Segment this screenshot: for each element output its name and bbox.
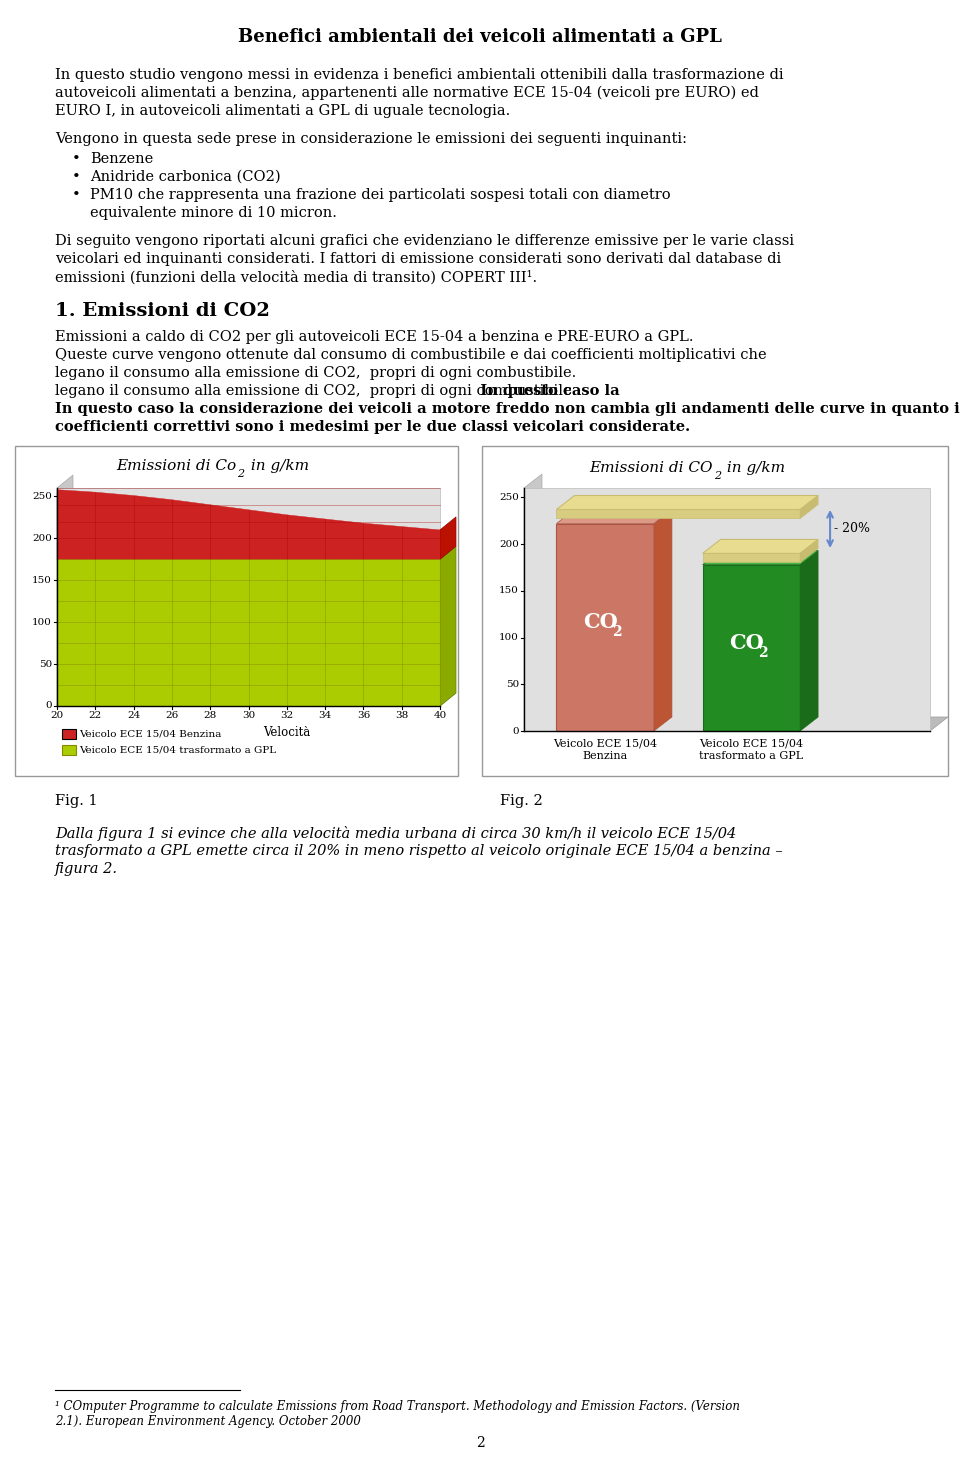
Bar bbox=[557, 523, 654, 732]
Polygon shape bbox=[800, 551, 818, 732]
Text: 0: 0 bbox=[45, 702, 52, 711]
Text: 1. Emissioni di CO2: 1. Emissioni di CO2 bbox=[55, 302, 270, 320]
Text: Veicolo ECE 15/04: Veicolo ECE 15/04 bbox=[699, 739, 804, 749]
Polygon shape bbox=[557, 510, 672, 523]
Text: Di seguito vengono riportati alcuni grafici che evidenziano le differenze emissi: Di seguito vengono riportati alcuni graf… bbox=[55, 235, 794, 248]
Text: 28: 28 bbox=[204, 711, 217, 720]
Text: Dalla figura 1 si evince che alla velocità media urbana di circa 30 km/h il veic: Dalla figura 1 si evince che alla veloci… bbox=[55, 825, 736, 841]
Text: •: • bbox=[72, 170, 81, 185]
Text: 100: 100 bbox=[499, 633, 519, 642]
Text: 40: 40 bbox=[433, 711, 446, 720]
Text: 34: 34 bbox=[319, 711, 332, 720]
Text: Benzene: Benzene bbox=[90, 152, 154, 166]
Polygon shape bbox=[800, 496, 818, 519]
Text: 2: 2 bbox=[237, 469, 245, 479]
Text: 250: 250 bbox=[32, 493, 52, 501]
Text: Benefici ambientali dei veicoli alimentati a GPL: Benefici ambientali dei veicoli alimenta… bbox=[238, 28, 722, 45]
Text: in g/km: in g/km bbox=[722, 460, 785, 475]
Text: trasformato a GPL: trasformato a GPL bbox=[699, 751, 804, 761]
Text: 22: 22 bbox=[88, 711, 102, 720]
Text: Fig. 2: Fig. 2 bbox=[500, 795, 542, 808]
Text: Queste curve vengono ottenute dal consumo di combustibile e dai coefficienti mol: Queste curve vengono ottenute dal consum… bbox=[55, 347, 767, 362]
Polygon shape bbox=[57, 490, 440, 559]
Text: trasformato a GPL emette circa il 20% in meno rispetto al veicolo originale ECE : trasformato a GPL emette circa il 20% in… bbox=[55, 844, 782, 858]
Polygon shape bbox=[800, 539, 818, 563]
Text: In questo caso la considerazione dei veicoli a motore freddo non cambia gli anda: In questo caso la considerazione dei vei… bbox=[55, 402, 960, 416]
Text: 32: 32 bbox=[280, 711, 294, 720]
Text: CO: CO bbox=[729, 633, 764, 652]
Text: 200: 200 bbox=[499, 539, 519, 548]
Text: Emissioni a caldo di CO2 per gli autoveicoli ECE 15-04 a benzina e PRE-EURO a GP: Emissioni a caldo di CO2 per gli autovei… bbox=[55, 330, 693, 345]
Text: figura 2.: figura 2. bbox=[55, 862, 118, 877]
Text: •: • bbox=[72, 188, 81, 202]
Text: 38: 38 bbox=[396, 711, 408, 720]
Text: veicolari ed inquinanti considerati. I fattori di emissione considerati sono der: veicolari ed inquinanti considerati. I f… bbox=[55, 252, 781, 265]
Bar bbox=[57, 488, 440, 707]
Text: 2: 2 bbox=[714, 471, 721, 481]
Text: 250: 250 bbox=[499, 493, 519, 501]
Bar bbox=[703, 554, 800, 563]
Text: Veicolo ECE 15/04: Veicolo ECE 15/04 bbox=[553, 739, 658, 749]
Text: Emissioni di CO: Emissioni di CO bbox=[589, 460, 713, 475]
Text: 150: 150 bbox=[32, 576, 52, 585]
Text: 2: 2 bbox=[475, 1437, 485, 1450]
Bar bbox=[482, 446, 948, 776]
Text: 200: 200 bbox=[32, 534, 52, 542]
Polygon shape bbox=[654, 510, 672, 732]
Text: 36: 36 bbox=[357, 711, 370, 720]
Text: 30: 30 bbox=[242, 711, 255, 720]
Bar bbox=[524, 488, 930, 732]
Text: legano il consumo alla emissione di CO2,  propri di ogni combustibile.: legano il consumo alla emissione di CO2,… bbox=[55, 384, 581, 397]
Text: 24: 24 bbox=[127, 711, 140, 720]
Text: In questo studio vengono messi in evidenza i benefici ambientali ottenibili dall: In questo studio vengono messi in eviden… bbox=[55, 67, 783, 82]
Text: 20: 20 bbox=[50, 711, 63, 720]
Text: emissioni (funzioni della velocità media di transito) COPERT III¹.: emissioni (funzioni della velocità media… bbox=[55, 270, 538, 284]
Text: 100: 100 bbox=[32, 617, 52, 626]
Text: Emissioni di Co: Emissioni di Co bbox=[116, 459, 236, 474]
Polygon shape bbox=[440, 547, 456, 707]
Text: Benzina: Benzina bbox=[583, 751, 628, 761]
Polygon shape bbox=[557, 496, 818, 510]
Text: CO: CO bbox=[583, 613, 617, 632]
Text: 50: 50 bbox=[38, 660, 52, 668]
Text: Veicolo ECE 15/04 trasformato a GPL: Veicolo ECE 15/04 trasformato a GPL bbox=[79, 746, 276, 755]
Text: 2: 2 bbox=[612, 626, 622, 639]
Polygon shape bbox=[524, 474, 542, 732]
Text: equivalente minore di 10 micron.: equivalente minore di 10 micron. bbox=[90, 207, 337, 220]
Bar bbox=[703, 564, 800, 732]
Text: 26: 26 bbox=[165, 711, 179, 720]
Text: 2.1). European Environment Agency. October 2000: 2.1). European Environment Agency. Octob… bbox=[55, 1415, 361, 1428]
Text: •: • bbox=[72, 152, 81, 166]
Bar bbox=[62, 729, 76, 739]
Text: in g/km: in g/km bbox=[246, 459, 308, 474]
Polygon shape bbox=[57, 475, 73, 707]
Polygon shape bbox=[57, 693, 456, 707]
Text: 150: 150 bbox=[499, 586, 519, 595]
Text: Veicolo ECE 15/04 Benzina: Veicolo ECE 15/04 Benzina bbox=[79, 730, 222, 739]
Text: ¹ COmputer Programme to calculate Emissions from Road Transport. Methodology and: ¹ COmputer Programme to calculate Emissi… bbox=[55, 1400, 740, 1413]
Polygon shape bbox=[703, 551, 818, 564]
Text: 50: 50 bbox=[506, 680, 519, 689]
Text: PM10 che rappresenta una frazione dei particolati sospesi totali con diametro: PM10 che rappresenta una frazione dei pa… bbox=[90, 188, 671, 202]
Text: autoveicoli alimentati a benzina, appartenenti alle normative ECE 15-04 (veicoli: autoveicoli alimentati a benzina, appart… bbox=[55, 86, 758, 100]
Bar bbox=[62, 745, 76, 755]
Text: Vengono in questa sede prese in considerazione le emissioni dei seguenti inquina: Vengono in questa sede prese in consider… bbox=[55, 132, 687, 147]
Text: In questo caso la: In questo caso la bbox=[55, 384, 619, 397]
Polygon shape bbox=[703, 539, 818, 554]
Polygon shape bbox=[57, 559, 440, 707]
Text: - 20%: - 20% bbox=[834, 522, 870, 535]
Text: coefficienti correttivi sono i medesimi per le due classi veicolari considerate.: coefficienti correttivi sono i medesimi … bbox=[55, 419, 690, 434]
Polygon shape bbox=[440, 517, 456, 559]
Polygon shape bbox=[524, 717, 948, 732]
Text: Velocità: Velocità bbox=[263, 726, 310, 739]
Bar bbox=[557, 510, 800, 519]
Text: Anidride carbonica (CO2): Anidride carbonica (CO2) bbox=[90, 170, 280, 185]
Text: legano il consumo alla emissione di CO2,  propri di ogni combustibile.: legano il consumo alla emissione di CO2,… bbox=[55, 366, 576, 380]
Text: EURO I, in autoveicoli alimentati a GPL di uguale tecnologia.: EURO I, in autoveicoli alimentati a GPL … bbox=[55, 104, 511, 117]
Text: 2: 2 bbox=[758, 647, 768, 660]
Text: Fig. 1: Fig. 1 bbox=[55, 795, 98, 808]
Bar bbox=[15, 446, 458, 776]
Text: 0: 0 bbox=[513, 727, 519, 736]
